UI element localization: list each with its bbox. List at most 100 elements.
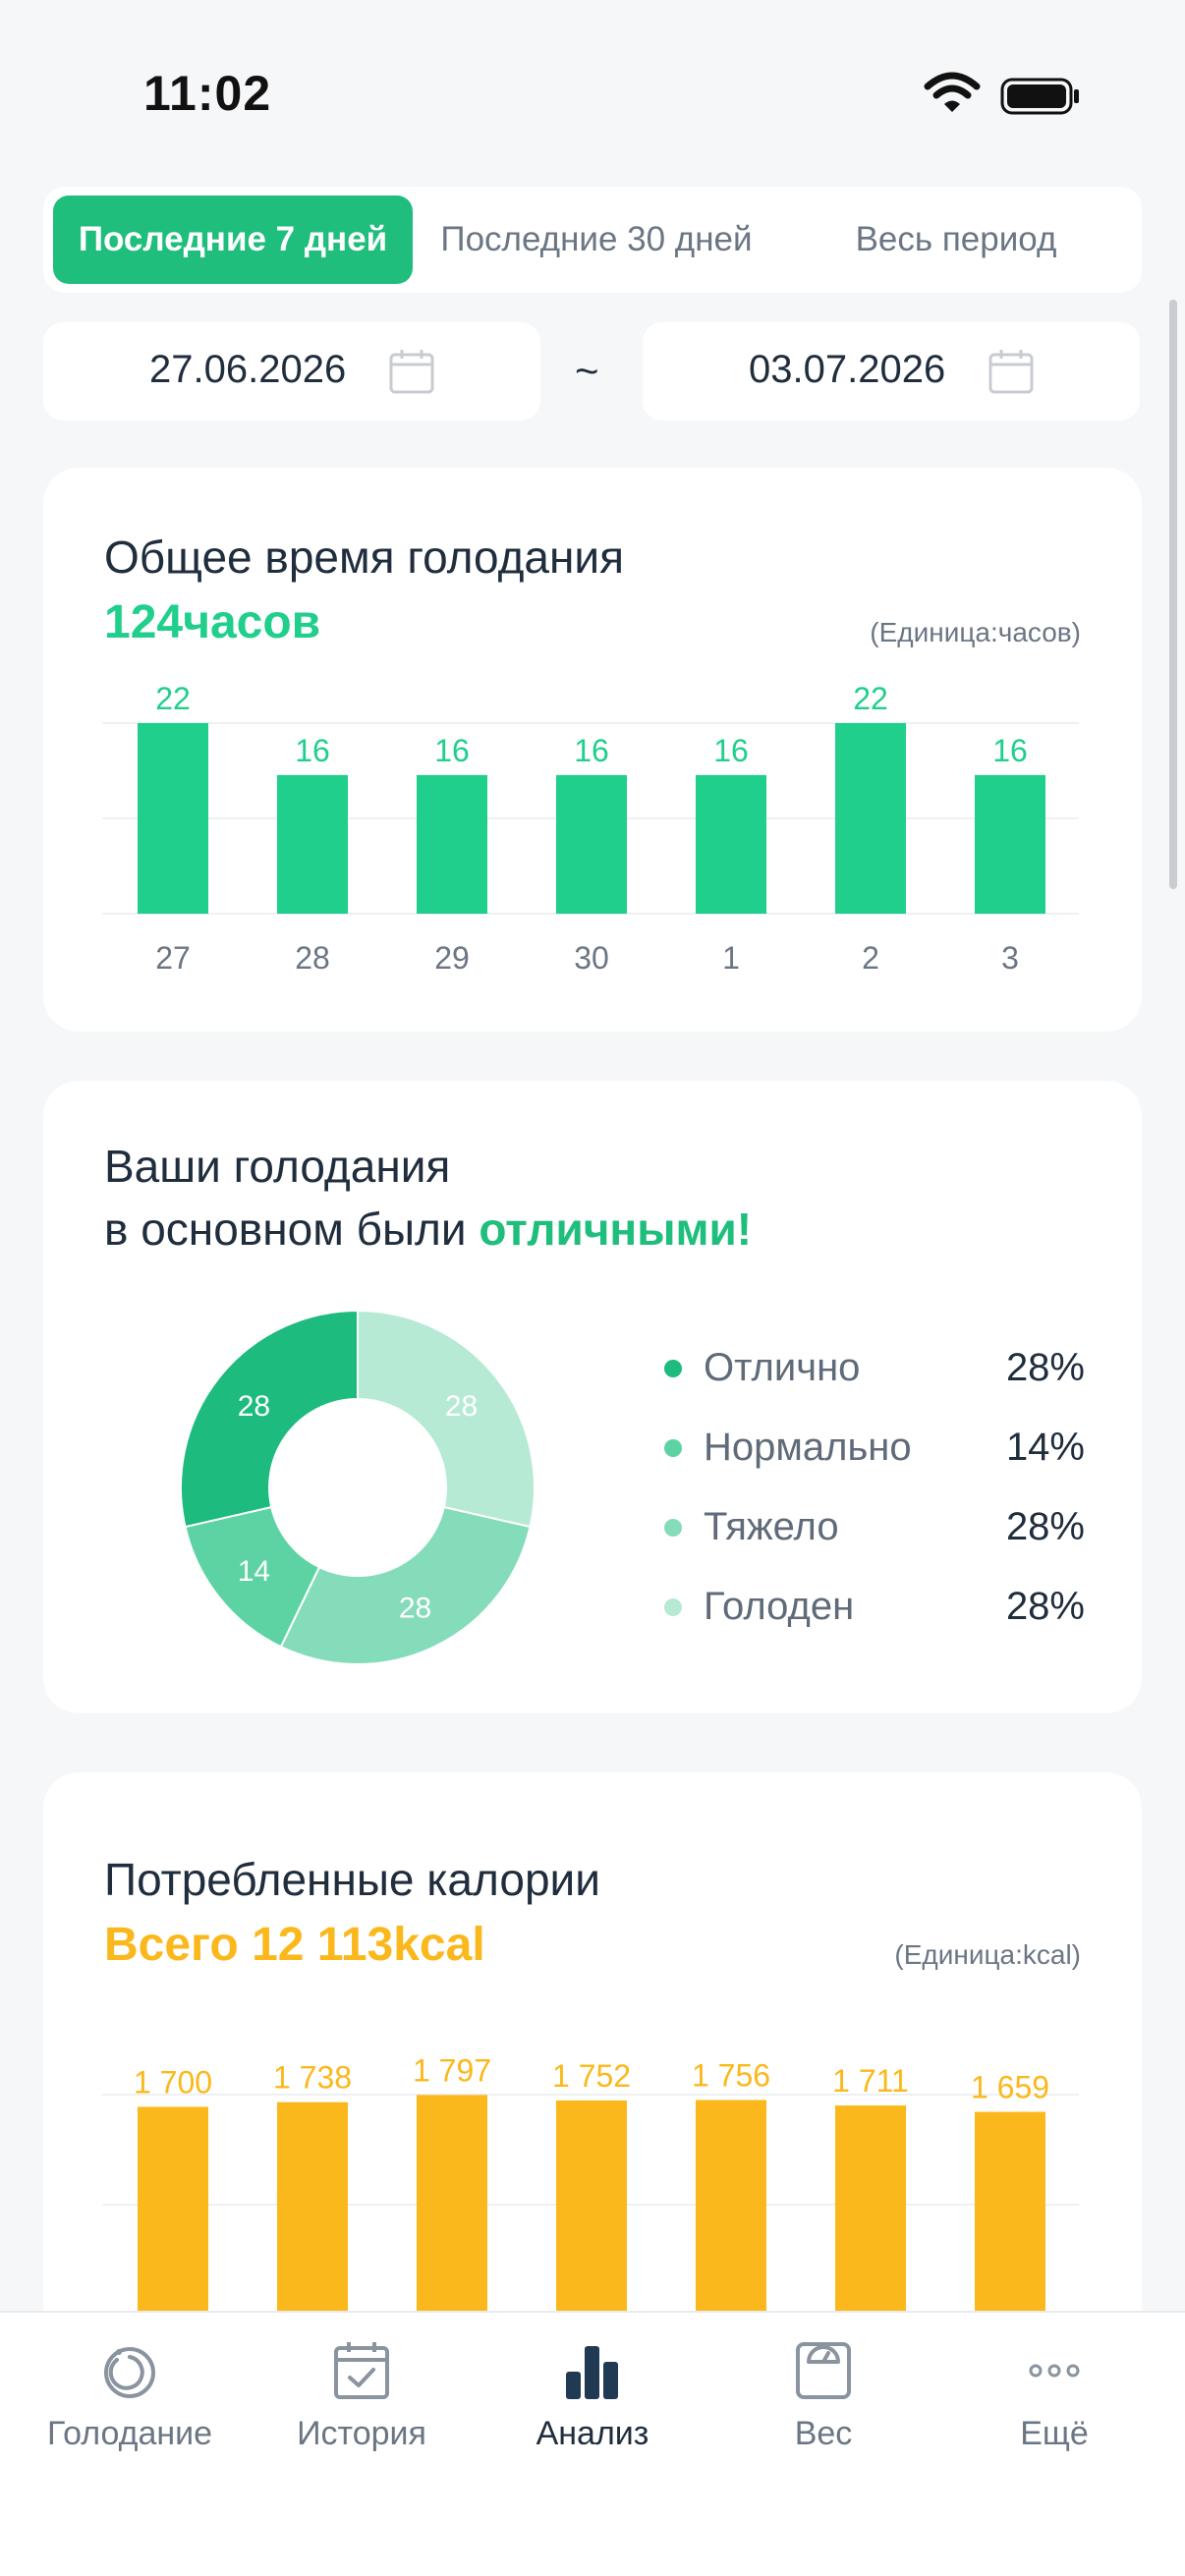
period-segmented-control: Последние 7 дней Последние 30 дней Весь … [43, 187, 1142, 293]
bar [277, 774, 348, 914]
bar [975, 774, 1045, 914]
bar-value-label: 1 756 [692, 2057, 770, 2093]
tab-label: Вес [794, 2415, 853, 2452]
tab-label: Ещё [1020, 2415, 1089, 2452]
quality-title-highlight: отличными! [479, 1204, 753, 1255]
quality-donut-chart: 28 28 14 28 [180, 1309, 536, 1665]
bar-value-label: 16 [434, 733, 470, 768]
slice-value-label: 14 [238, 1555, 270, 1588]
legend-item: Тяжело 28% [623, 1497, 1085, 1556]
legend-value: 28% [1005, 1346, 1085, 1389]
bar [835, 723, 906, 914]
scrollbar[interactable] [1169, 300, 1177, 889]
battery-icon [1000, 78, 1079, 115]
legend-label: Тяжело [704, 1505, 839, 1548]
legend-value: 28% [1005, 1505, 1085, 1548]
calories-total: Всего 12 113kcal [104, 1919, 485, 1971]
x-tick-label: 28 [295, 940, 330, 976]
bar [696, 774, 766, 914]
bar [277, 2101, 348, 2315]
x-tick-label: 30 [574, 940, 609, 976]
bar [556, 2100, 627, 2315]
tab-last-30-days[interactable]: Последние 30 дней [440, 220, 753, 258]
fasting-time-title: Общее время голодания [104, 532, 625, 583]
slice-value-label: 28 [238, 1390, 270, 1423]
tab-all-period[interactable]: Весь период [855, 220, 1057, 258]
date-range-separator: ~ [575, 348, 599, 394]
x-tick-label: 2 [862, 940, 879, 976]
bar-value-label: 16 [992, 733, 1028, 768]
bar [975, 2111, 1045, 2315]
tab-analysis[interactable]: Анализ [480, 2338, 705, 2486]
bottom-tab-bar: Голодание История Анализ Вес [0, 2311, 1185, 2576]
x-tick-label: 27 [155, 940, 191, 976]
bar [138, 723, 208, 914]
tab-last-7-days[interactable]: Последние 7 дней [53, 196, 413, 284]
quality-title-line2: в основном были отличными! [104, 1203, 752, 1256]
slice-value-label: 28 [399, 1593, 431, 1625]
legend-label: Отлично [704, 1346, 861, 1389]
donut-slice [357, 1309, 536, 1529]
x-tick-label: 3 [1001, 940, 1019, 976]
bar-value-label: 22 [155, 681, 191, 716]
start-date-field[interactable]: 27.06.2026 [43, 322, 540, 420]
legend-label: Нормально [704, 1426, 912, 1469]
tab-label: Анализ [536, 2415, 649, 2452]
bar [556, 774, 627, 914]
bar-value-label: 1 700 [134, 2064, 212, 2100]
quality-title-prefix: в основном были [104, 1204, 480, 1255]
tab-fasting[interactable]: Голодание [17, 2338, 243, 2486]
legend-item: Нормально 14% [623, 1418, 1085, 1477]
more-dots-icon [1029, 2364, 1080, 2378]
calories-bar-chart: 1 700 1 738 1 797 1 752 1 756 1 711 1 659 [102, 2052, 1079, 2316]
scale-icon [796, 2342, 851, 2399]
x-tick-label: 29 [434, 940, 470, 976]
tab-more[interactable]: Ещё [941, 2338, 1167, 2486]
tab-label: Голодание [46, 2415, 213, 2452]
legend-item: Отлично 28% [623, 1338, 1085, 1397]
tab-weight[interactable]: Вес [710, 2338, 936, 2486]
legend-label: Голоден [704, 1585, 855, 1628]
timer-icon [104, 2347, 155, 2398]
bar-value-label: 1 752 [552, 2058, 631, 2094]
donut-slice [279, 1505, 532, 1665]
bar [417, 774, 487, 914]
legend-dot-icon [664, 1360, 682, 1377]
quality-title-line1: Ваши голодания [104, 1141, 451, 1192]
bar [835, 2105, 906, 2315]
calories-unit-label: (Единица:kcal) [894, 1939, 1081, 1970]
fasting-time-total: 124часов [104, 596, 321, 648]
bar-value-label: 16 [295, 733, 330, 768]
x-tick-label: 1 [722, 940, 740, 976]
legend-dot-icon [664, 1598, 682, 1616]
end-date-value: 03.07.2026 [749, 348, 946, 391]
donut-slice [180, 1309, 359, 1529]
bar-value-label: 1 797 [413, 2052, 491, 2088]
legend-value: 14% [1005, 1426, 1085, 1469]
bar-value-label: 1 659 [971, 2070, 1049, 2105]
bar-value-label: 22 [853, 681, 888, 716]
calories-card: Потребленные калории Всего 12 113kcal (Е… [43, 1772, 1142, 2381]
status-time: 11:02 [143, 66, 272, 121]
tab-history[interactable]: История [249, 2338, 475, 2486]
bar-value-label: 1 711 [832, 2063, 909, 2099]
legend-dot-icon [664, 1519, 682, 1537]
bar-value-label: 1 738 [273, 2060, 352, 2096]
wifi-icon [924, 72, 981, 112]
legend-dot-icon [664, 1439, 682, 1457]
bar [696, 2100, 766, 2315]
bar-value-label: 16 [574, 733, 609, 768]
bar-value-label: 16 [713, 733, 749, 768]
end-date-field[interactable]: 03.07.2026 [643, 322, 1140, 420]
bar [417, 2095, 487, 2315]
calendar-icon [988, 350, 1034, 394]
fasting-quality-card: Ваши голодания в основном были отличными… [43, 1081, 1142, 1713]
bar-chart-icon [566, 2346, 618, 2399]
legend-value: 28% [1005, 1585, 1085, 1628]
bar [138, 2106, 208, 2315]
calendar-check-icon [334, 2342, 389, 2399]
legend-item: Голоден 28% [623, 1577, 1085, 1636]
status-bar: 11:02 [0, 0, 1185, 187]
fasting-unit-label: (Единица:часов) [870, 617, 1081, 647]
